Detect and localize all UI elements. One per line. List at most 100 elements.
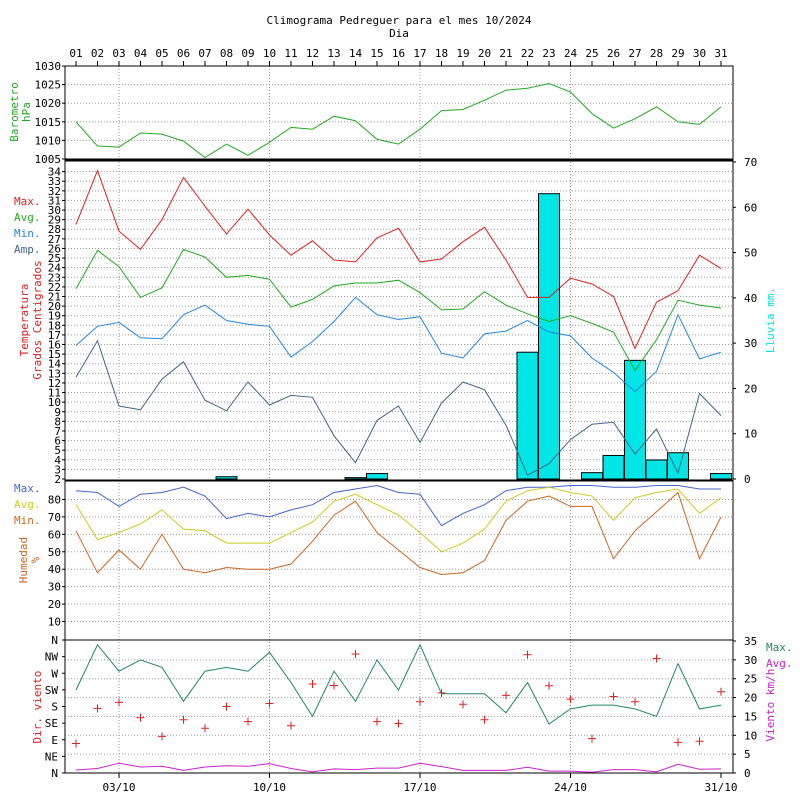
pressure-line: [75, 82, 722, 159]
pressure-axis-title-line: hPa: [20, 102, 33, 122]
temperature-tick-label: 25: [48, 252, 61, 265]
rain-tick-label: 30: [744, 337, 757, 350]
wind-direction-marker: [416, 697, 424, 706]
temperature-tick-label: 30: [48, 204, 61, 217]
temperature-tick-label: 22: [48, 281, 61, 294]
direction-tick-label: NE: [45, 750, 58, 763]
rain-bars-layer: [215, 193, 732, 480]
series-lines-layer: [72, 82, 725, 773]
wind-direction-marker: [115, 698, 123, 707]
wind_avg-line: [75, 762, 722, 773]
amp-temperature-line: [75, 339, 722, 476]
rain-tick-label: 10: [744, 428, 757, 441]
max-temperature-line: [75, 169, 722, 350]
wind-legend-label: Avg.: [766, 657, 793, 670]
day-tick-label: 08: [220, 47, 233, 60]
rain-bar: [667, 452, 689, 480]
direction-tick-label: SW: [45, 684, 59, 697]
pressure-tick-label: 1020: [35, 97, 62, 110]
pressure-axis-title-line: Barometro: [8, 82, 21, 142]
day-tick-label: 17: [413, 47, 426, 60]
labels-layer: 01 02 03 04 05 06 07 08 09 10 11 12 13 14 15 16 17 18 19 20…: [8, 47, 793, 794]
wind-direction-marker: [394, 719, 403, 728]
wind-direction-marker: [717, 687, 725, 696]
wind-direction-marker: [502, 691, 510, 700]
wind-direction-marker: [158, 732, 166, 741]
direction-tick-label: W: [51, 667, 58, 680]
temperature-tick-label: 31: [48, 194, 61, 207]
day-tick-label: 06: [177, 47, 190, 60]
humidity-legend-label: Max.: [14, 482, 41, 495]
wind-direction-marker: [631, 697, 639, 706]
wind-direction-marker: [566, 695, 575, 704]
wind-speed-axis-title: Viento km/h: [764, 669, 777, 742]
temperature-tick-label: 3: [54, 463, 61, 476]
temperature-tick-label: 20: [48, 300, 61, 313]
temperature-tick-label: 15: [48, 348, 61, 361]
humidity-tick-label: 50: [48, 546, 61, 559]
temperature-axis-title-units: Grados Centigrados: [31, 260, 44, 379]
direction-tick-label: N: [51, 634, 58, 647]
rain-tick-label: 40: [744, 292, 757, 305]
wind-direction-axis-title: Dir. viento: [31, 671, 44, 744]
day-tick-label: 14: [349, 47, 363, 60]
hum_min-line: [75, 491, 722, 576]
temperature-tick-label: 7: [54, 425, 61, 438]
wind-direction-marker: [330, 681, 338, 690]
temperature-axis-title: Temperatura: [18, 284, 31, 357]
humidity-tick-label: 60: [48, 528, 61, 541]
day-tick-label: 11: [284, 47, 297, 60]
temperature-tick-label: 12: [48, 377, 61, 390]
temperature-tick-label: 28: [48, 223, 61, 236]
wind-direction-marker: [265, 699, 274, 708]
day-tick-label: 10: [263, 47, 276, 60]
humidity-tick-label: 10: [48, 616, 61, 629]
rain-bar: [538, 193, 560, 480]
temperature-tick-label: 11: [48, 387, 61, 400]
wind-direction-marker: [523, 650, 532, 659]
direction-tick-label: SE: [45, 717, 58, 730]
temperature-tick-label: 23: [48, 271, 61, 284]
avg-temperature-line: [75, 248, 722, 372]
temperature-tick-label: 8: [54, 415, 61, 428]
rain-tick-label: 20: [744, 382, 757, 395]
wind-direction-marker: [609, 692, 618, 701]
direction-tick-label: NW: [45, 651, 59, 664]
rain-bar: [516, 351, 539, 480]
temperature-tick-label: 6: [54, 435, 61, 448]
temperature-tick-label: 21: [48, 290, 61, 303]
humidity-axis-title: Humedad: [17, 537, 30, 583]
date-tick-label: 03/10: [102, 781, 135, 794]
rain-bar: [215, 476, 238, 480]
rain-tick-label: 60: [744, 201, 757, 214]
wind-direction-marker: [72, 739, 80, 748]
day-tick-label: 05: [155, 47, 168, 60]
pressure-tick-label: 1015: [35, 116, 62, 129]
hum_avg-line: [75, 486, 722, 553]
temperature-tick-label: 18: [48, 319, 61, 332]
rain-bar: [581, 472, 603, 480]
day-tick-label: 25: [585, 47, 598, 60]
rain-bar: [602, 454, 625, 480]
temperature-tick-label: 10: [48, 396, 61, 409]
temperature-tick-label: 29: [48, 214, 61, 227]
direction-tick-label: S: [51, 701, 58, 714]
day-tick-label: 22: [521, 47, 534, 60]
temperature-tick-label: 2: [54, 473, 61, 486]
day-tick-label: 04: [134, 47, 148, 60]
pressure-tick-label: 1010: [35, 134, 62, 147]
chart-subtitle: Dia: [389, 27, 409, 40]
humidity-tick-label: 40: [48, 563, 61, 576]
direction-tick-label: E: [51, 734, 58, 747]
rain-tick-label: 50: [744, 247, 757, 260]
humidity-axis-title-units: %: [29, 556, 42, 563]
temperature-tick-label: 34: [48, 166, 62, 179]
temperature-tick-label: 26: [48, 242, 61, 255]
temperature-tick-label: 14: [48, 358, 62, 371]
day-tick-label: 23: [542, 47, 555, 60]
wind-speed-tick-label: 15: [744, 710, 757, 723]
temperature-tick-label: 16: [48, 339, 61, 352]
wind-speed-tick-label: 25: [744, 673, 757, 686]
wind-direction-marker: [652, 654, 661, 663]
